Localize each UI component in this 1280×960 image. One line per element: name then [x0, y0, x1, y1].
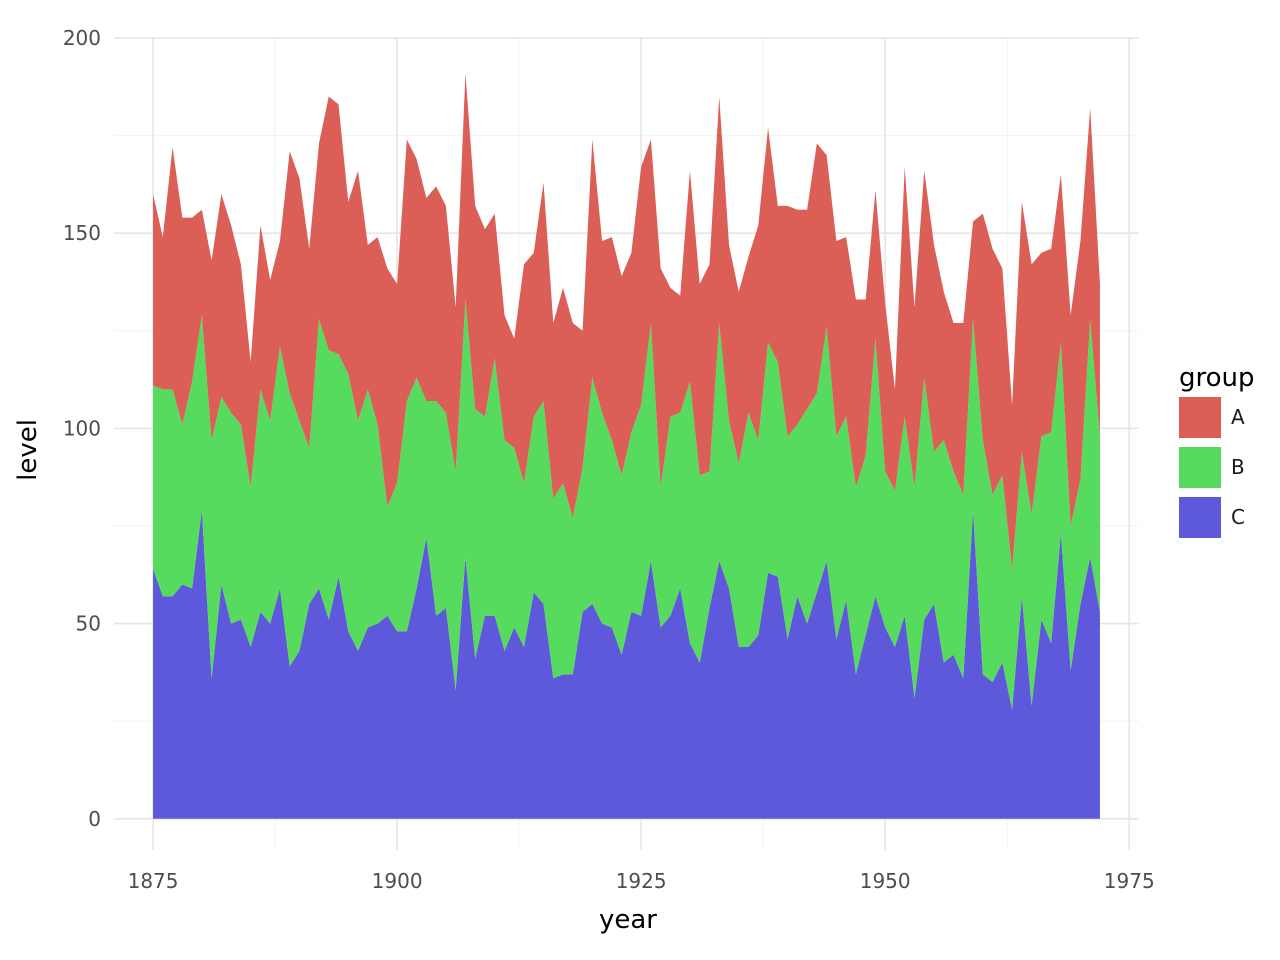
x-tick-label: 1875: [128, 869, 179, 893]
area-series-b: [153, 299, 1100, 710]
y-tick-label: 200: [63, 26, 101, 50]
y-tick-label: 150: [63, 221, 101, 245]
x-axis-title: year: [599, 905, 657, 935]
x-tick-label: 1900: [372, 869, 423, 893]
legend-label-a: A: [1231, 405, 1245, 429]
tick-labels: 1875 1900 1925 1950 1975 0 50 100 150 200: [63, 26, 1155, 893]
legend-swatch-a: [1179, 397, 1221, 438]
x-tick-label: 1975: [1104, 869, 1155, 893]
legend-swatch-c: [1179, 497, 1221, 538]
legend: group A B C: [1179, 363, 1255, 538]
y-tick-label: 50: [76, 612, 101, 636]
area-series-a: [153, 73, 1100, 569]
y-tick-label: 100: [63, 416, 101, 440]
area-series-layer: [153, 73, 1100, 819]
legend-items: A B C: [1179, 397, 1245, 538]
x-tick-label: 1925: [616, 869, 667, 893]
y-axis-title: level: [13, 419, 43, 481]
legend-title: group: [1179, 363, 1255, 393]
legend-swatch-b: [1179, 447, 1221, 488]
y-tick-label: 0: [88, 807, 101, 831]
x-tick-label: 1950: [860, 869, 911, 893]
legend-label-c: C: [1231, 505, 1245, 529]
area-series-c: [153, 510, 1100, 819]
legend-label-b: B: [1231, 455, 1245, 479]
